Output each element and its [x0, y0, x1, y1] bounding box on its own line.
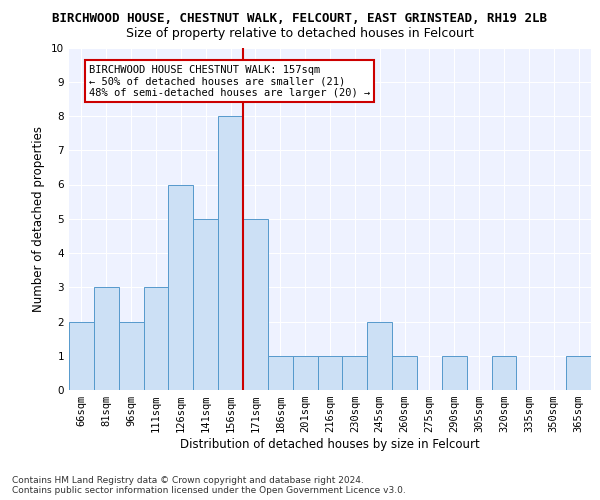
Bar	[268, 356, 293, 390]
Text: BIRCHWOOD HOUSE CHESTNUT WALK: 157sqm
← 50% of detached houses are smaller (21)
: BIRCHWOOD HOUSE CHESTNUT WALK: 157sqm ← …	[89, 64, 370, 98]
Bar	[218, 116, 243, 390]
Bar	[442, 356, 467, 390]
Bar	[566, 356, 591, 390]
Bar	[293, 356, 317, 390]
Bar	[94, 287, 119, 390]
Bar	[119, 322, 143, 390]
Bar	[343, 356, 367, 390]
Bar	[243, 219, 268, 390]
Bar	[317, 356, 343, 390]
Bar	[367, 322, 392, 390]
Bar	[169, 184, 193, 390]
Bar	[392, 356, 417, 390]
Bar	[491, 356, 517, 390]
X-axis label: Distribution of detached houses by size in Felcourt: Distribution of detached houses by size …	[180, 438, 480, 451]
Bar	[193, 219, 218, 390]
Text: BIRCHWOOD HOUSE, CHESTNUT WALK, FELCOURT, EAST GRINSTEAD, RH19 2LB: BIRCHWOOD HOUSE, CHESTNUT WALK, FELCOURT…	[53, 12, 548, 26]
Text: Size of property relative to detached houses in Felcourt: Size of property relative to detached ho…	[126, 28, 474, 40]
Bar	[69, 322, 94, 390]
Y-axis label: Number of detached properties: Number of detached properties	[32, 126, 46, 312]
Text: Contains HM Land Registry data © Crown copyright and database right 2024.
Contai: Contains HM Land Registry data © Crown c…	[12, 476, 406, 495]
Bar	[143, 287, 169, 390]
